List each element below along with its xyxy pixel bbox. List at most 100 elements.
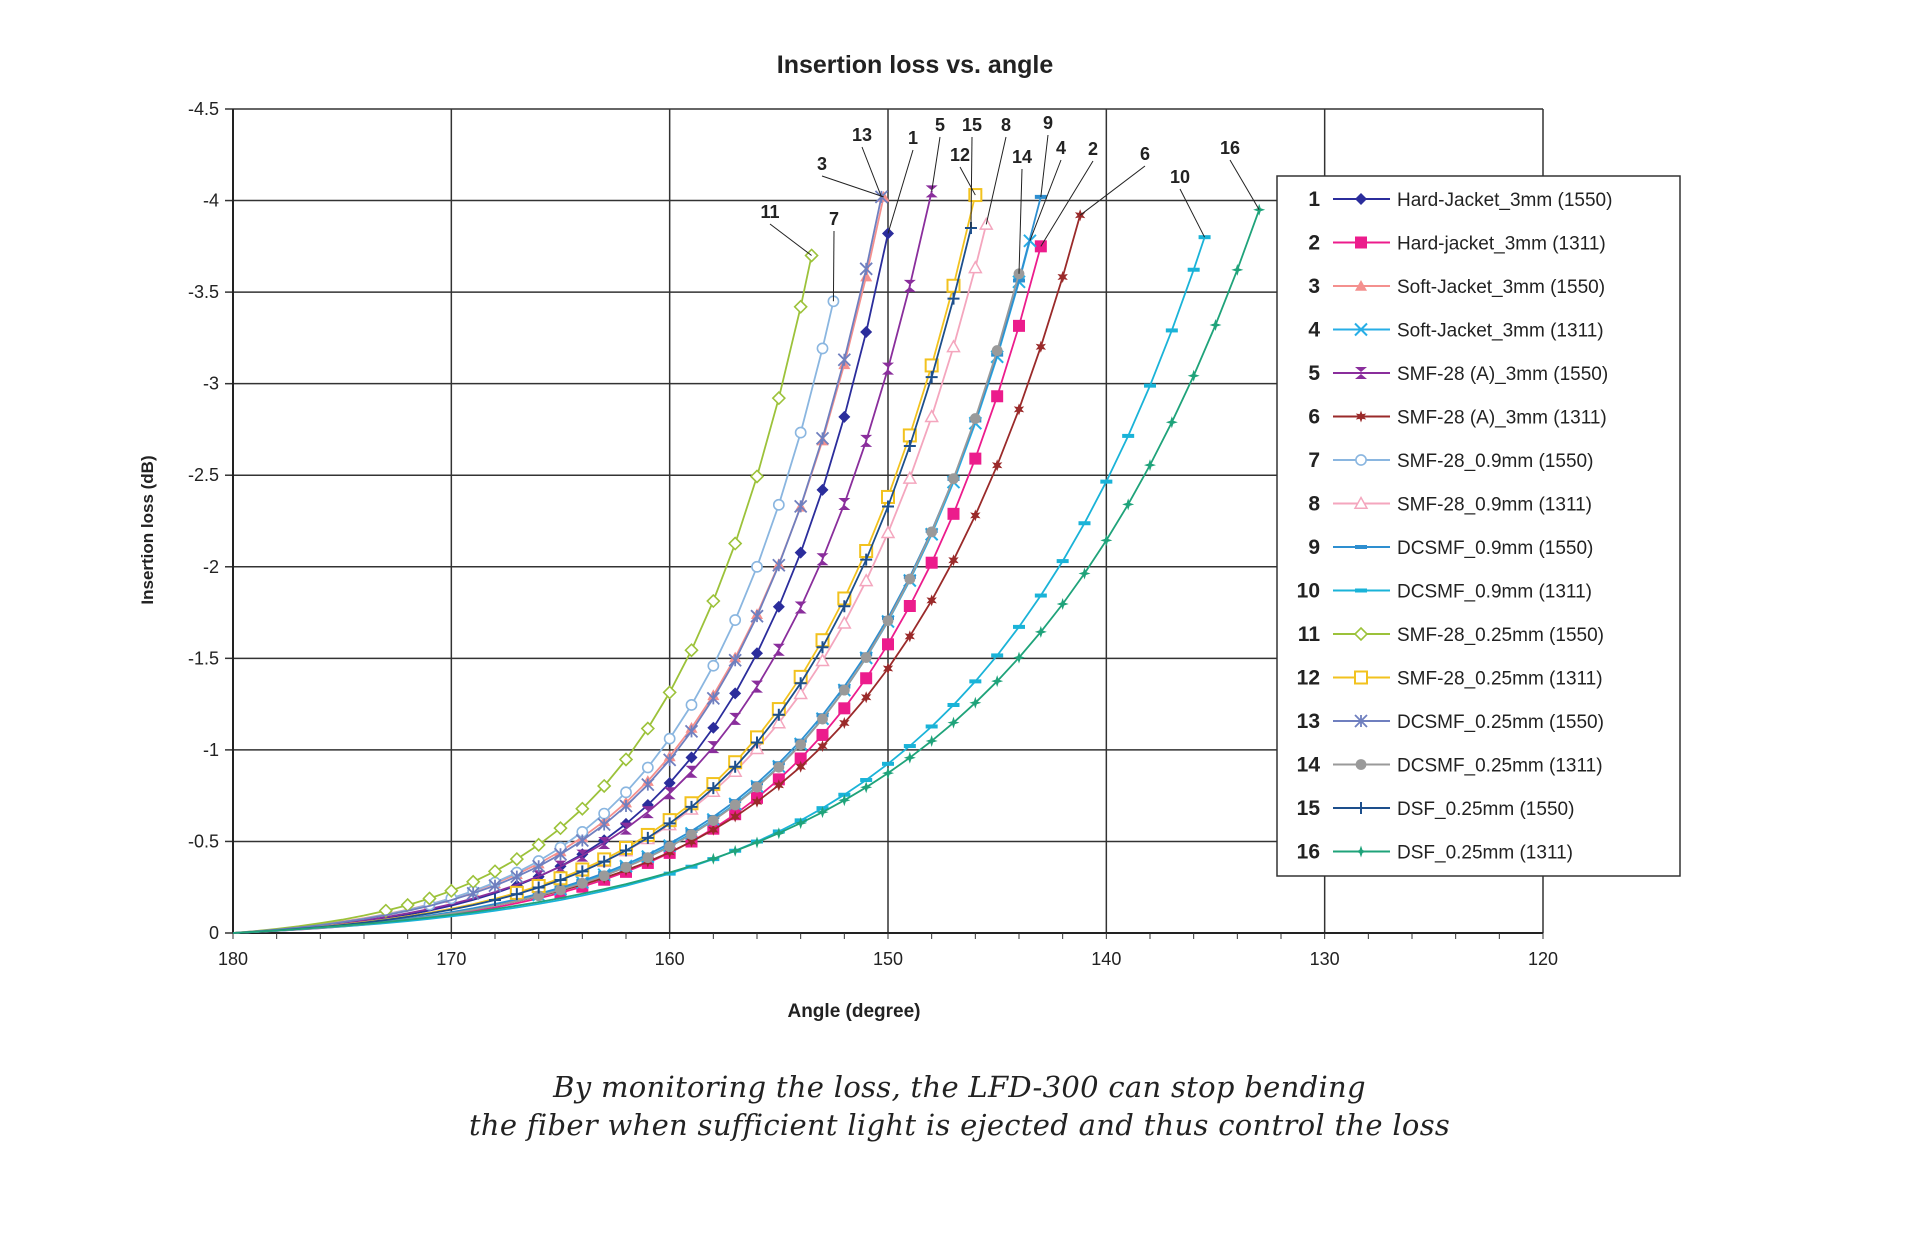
data-point xyxy=(640,721,655,736)
data-point xyxy=(991,459,1003,472)
data-point xyxy=(510,888,523,901)
data-point xyxy=(729,687,742,700)
legend-number: 12 xyxy=(1297,667,1320,690)
series-16 xyxy=(232,203,1266,934)
data-point xyxy=(663,817,676,830)
y-tick-label: 0 xyxy=(209,923,219,943)
data-point xyxy=(858,573,874,587)
annotation-label: 10 xyxy=(1170,167,1190,187)
data-point xyxy=(837,353,851,367)
annotation-label: 13 xyxy=(852,125,872,145)
data-point xyxy=(576,877,588,889)
data-point xyxy=(1057,270,1068,283)
data-point xyxy=(510,869,524,884)
data-point xyxy=(773,761,785,773)
data-point xyxy=(686,835,697,848)
data-point xyxy=(837,615,852,629)
series-annotations: 13 15 15 8 9 3 12 14 4 2 6 11 7 10 16 xyxy=(760,113,1260,302)
data-point xyxy=(946,339,961,353)
data-point xyxy=(1355,454,1367,466)
legend-label: Hard-jacket_3mm (1311) xyxy=(1397,234,1606,255)
data-point xyxy=(860,434,873,447)
annotation-label: 9 xyxy=(1043,113,1053,133)
data-point xyxy=(620,822,632,835)
data-point xyxy=(772,558,786,572)
data-point xyxy=(924,409,939,423)
legend-label: SMF-28_0.9mm (1550) xyxy=(1397,451,1593,472)
data-point xyxy=(772,600,785,613)
data-point xyxy=(751,736,763,749)
data-point xyxy=(882,767,894,780)
legend-number: 4 xyxy=(1308,319,1320,342)
data-point xyxy=(641,831,654,844)
data-point xyxy=(1056,597,1069,610)
annotation-leader xyxy=(959,166,976,196)
data-point xyxy=(838,702,851,715)
data-point xyxy=(1034,593,1047,598)
data-point xyxy=(860,778,873,783)
data-point xyxy=(664,841,676,853)
legend-label: SMF-28 (A)_3mm (1311) xyxy=(1397,408,1607,429)
data-point xyxy=(466,874,481,889)
data-point xyxy=(925,734,938,747)
data-point xyxy=(729,760,742,773)
data-point xyxy=(793,299,808,314)
legend-label: DCSMF_0.25mm (1311) xyxy=(1397,756,1603,777)
x-tick-label: 150 xyxy=(873,949,903,969)
data-point xyxy=(1355,193,1367,205)
data-point xyxy=(1013,624,1025,629)
data-point xyxy=(1034,625,1047,638)
data-point xyxy=(751,795,763,808)
legend-entry: 6 SMF-28 (A)_3mm (1311) xyxy=(1308,406,1606,429)
data-point xyxy=(641,806,654,819)
data-point xyxy=(926,526,938,538)
legend-label: Soft-Jacket_3mm (1311) xyxy=(1397,321,1604,342)
legend-entries: 1 Hard-Jacket_3mm (1550) 2 Hard-jacket_3mm … xyxy=(1297,188,1613,864)
data-point xyxy=(642,852,654,864)
data-point xyxy=(1209,319,1222,332)
data-point xyxy=(663,787,676,800)
data-point xyxy=(991,390,1004,403)
data-point xyxy=(794,546,807,559)
annotation-leader xyxy=(970,136,973,229)
data-point xyxy=(904,630,916,643)
annotation-label: 6 xyxy=(1140,144,1150,164)
data-point xyxy=(1144,383,1156,388)
data-point xyxy=(838,684,850,696)
data-point xyxy=(772,498,785,511)
data-point xyxy=(794,601,807,614)
legend xyxy=(1276,175,1681,877)
legend-number: 9 xyxy=(1308,536,1320,559)
data-point xyxy=(707,721,720,734)
data-point xyxy=(533,890,545,902)
data-point xyxy=(816,483,829,496)
series-10 xyxy=(232,235,1211,934)
data-point xyxy=(903,440,916,453)
data-point xyxy=(882,500,894,513)
series-line xyxy=(232,209,1261,934)
legend-entry: 7 SMF-28_0.9mm (1550) xyxy=(1308,449,1593,472)
data-point xyxy=(1353,495,1369,510)
data-point xyxy=(641,777,655,792)
legend-number: 7 xyxy=(1308,449,1320,472)
data-point xyxy=(751,836,763,849)
data-point xyxy=(903,744,916,749)
data-point xyxy=(729,844,742,857)
data-point xyxy=(575,833,589,848)
annotation-label: 12 xyxy=(950,145,970,165)
data-point xyxy=(1122,498,1135,511)
data-point xyxy=(1078,521,1091,526)
data-point xyxy=(925,371,938,384)
legend-label: DSF_0.25mm (1311) xyxy=(1397,843,1573,864)
series-2 xyxy=(232,240,1047,934)
annotation-label: 3 xyxy=(817,154,827,174)
data-point xyxy=(860,553,873,566)
axes: 180 170 160 150 140 130 120 0 -0.5 -1 -1.5 -2 -2.5 -3… xyxy=(188,99,1558,969)
series-6 xyxy=(232,209,1086,934)
data-point xyxy=(686,829,697,840)
data-point xyxy=(816,806,829,819)
data-point xyxy=(1013,651,1025,664)
data-point xyxy=(816,728,829,741)
series-line xyxy=(232,224,988,934)
data-point xyxy=(685,699,698,711)
